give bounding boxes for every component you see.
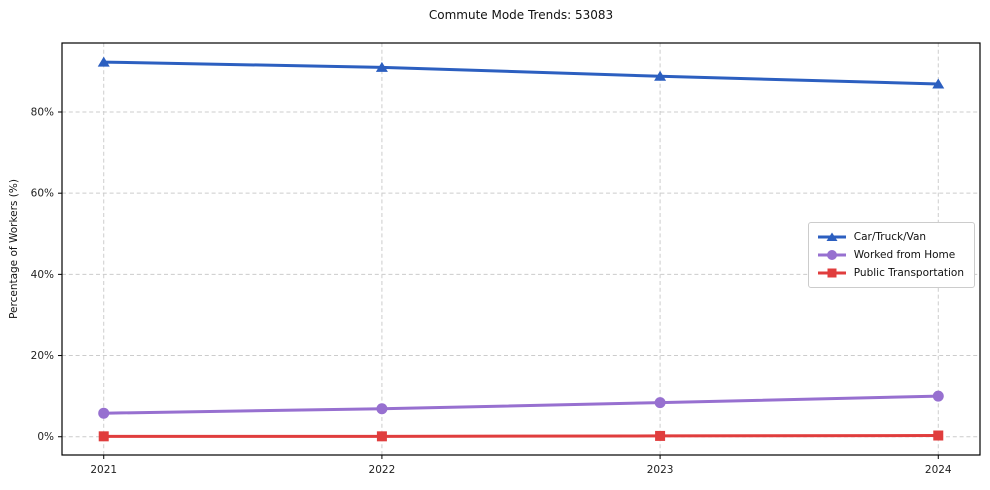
- x-tick-label: 2024: [925, 464, 952, 476]
- square-marker: [98, 431, 109, 442]
- triangle-marker: [932, 78, 945, 89]
- legend-item-1: Worked from Home: [817, 248, 964, 262]
- y-tick-label: 80%: [31, 107, 54, 119]
- x-tick-label: 2023: [647, 464, 674, 476]
- legend-item-2: Public Transportation: [817, 266, 964, 280]
- circle-marker: [98, 407, 110, 419]
- circle-marker: [376, 403, 388, 415]
- y-tick-label: 60%: [31, 188, 54, 200]
- legend-item-label: Public Transportation: [853, 267, 964, 279]
- legend-item-0: Car/Truck/Van: [817, 230, 964, 244]
- series-line-2: [102, 434, 940, 438]
- circle-marker: [932, 390, 944, 402]
- legend-item-label: Car/Truck/Van: [853, 231, 927, 243]
- axes-frame: [61, 42, 981, 456]
- y-tick-label: 0%: [37, 431, 54, 443]
- triangle-marker: [97, 56, 110, 67]
- circle-legend-sample-icon: [817, 250, 846, 260]
- x-tick-label: 2021: [90, 464, 117, 476]
- x-tick-label: 2022: [369, 464, 396, 476]
- chart-title: Commute Mode Trends: 53083: [428, 8, 614, 22]
- legend-item-label: Worked from Home: [853, 249, 956, 261]
- square-legend-sample-icon: [817, 268, 846, 278]
- triangle-legend-sample-icon: [817, 232, 846, 241]
- square-marker: [933, 430, 944, 441]
- triangle-marker: [375, 61, 388, 72]
- series-line-0: [102, 60, 940, 86]
- square-marker: [655, 430, 666, 441]
- square-marker: [376, 431, 387, 442]
- triangle-marker: [654, 70, 667, 81]
- circle-marker: [654, 397, 666, 409]
- y-tick-label: 40%: [31, 269, 54, 281]
- y-tick-label: 20%: [31, 350, 54, 362]
- legend: Car/Truck/Van Worked from Home Public Tran…: [807, 222, 975, 288]
- series-line-1: [102, 394, 940, 415]
